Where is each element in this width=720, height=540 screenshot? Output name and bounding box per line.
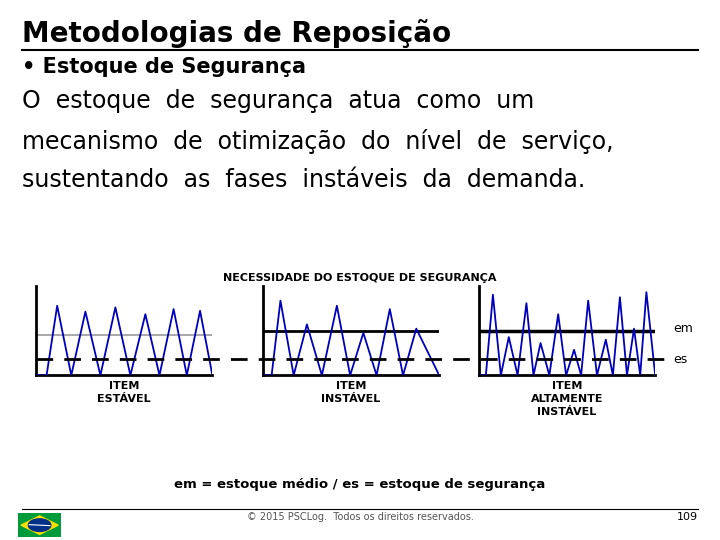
Circle shape (28, 519, 51, 531)
Text: O  estoque  de  segurança  atua  como  um: O estoque de segurança atua como um (22, 89, 534, 113)
Text: ITEM
INSTÁVEL: ITEM INSTÁVEL (321, 381, 381, 404)
Text: © 2015 PSCLog.  Todos os direitos reservados.: © 2015 PSCLog. Todos os direitos reserva… (246, 512, 474, 522)
Text: em = estoque médio / es = estoque de segurança: em = estoque médio / es = estoque de seg… (174, 478, 546, 491)
Point (45, 522, 54, 529)
Text: • Estoque de Segurança: • Estoque de Segurança (22, 57, 305, 77)
Text: ITEM
ESTÁVEL: ITEM ESTÁVEL (97, 381, 151, 404)
Text: es: es (673, 353, 688, 366)
Text: em: em (673, 322, 693, 335)
Text: sustentando  as  fases  instáveis  da  demanda.: sustentando as fases instáveis da demand… (22, 168, 585, 192)
Point (25, 522, 34, 528)
Text: mecanismo  de  otimização  do  nível  de  serviço,: mecanismo de otimização do nível de serv… (22, 129, 613, 153)
Text: ITEM
ALTAMENTE
INSTÁVEL: ITEM ALTAMENTE INSTÁVEL (531, 381, 603, 417)
Text: NECESSIDADE DO ESTOQUE DE SEGURANÇA: NECESSIDADE DO ESTOQUE DE SEGURANÇA (223, 273, 497, 283)
Text: Metodologias de Reposição: Metodologias de Reposição (22, 19, 451, 48)
Polygon shape (21, 516, 58, 535)
Text: 109: 109 (678, 512, 698, 522)
